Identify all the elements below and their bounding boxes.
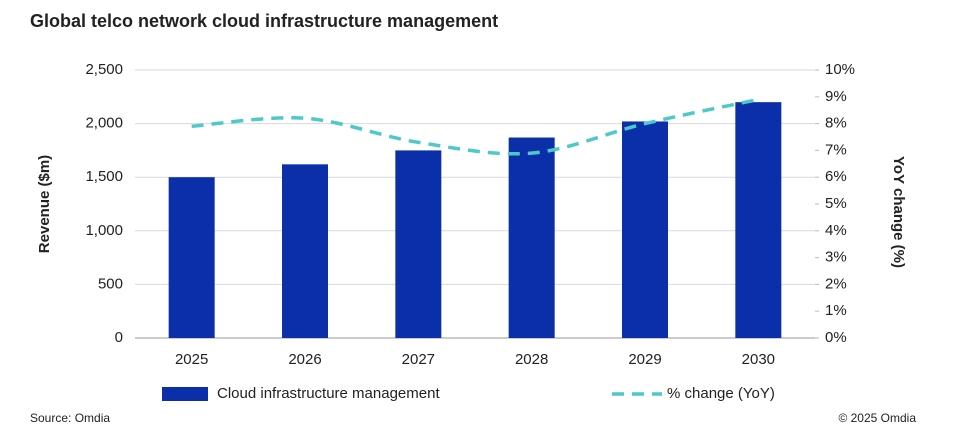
y-tick-label: 2,500 bbox=[85, 61, 123, 78]
y2-tick-label: 2% bbox=[825, 275, 847, 292]
source: Source: Omdia bbox=[30, 411, 110, 425]
y2-tick-label: 9% bbox=[825, 88, 847, 105]
y2-tick-label: 8% bbox=[825, 115, 847, 132]
y-tick-label: 0 bbox=[115, 329, 123, 346]
y2-tick-label: 6% bbox=[825, 168, 847, 185]
x-tick-label: 2026 bbox=[288, 351, 321, 368]
bar bbox=[395, 150, 442, 338]
bar bbox=[735, 102, 782, 338]
bar bbox=[622, 121, 668, 339]
x-tick-label: 2027 bbox=[402, 351, 435, 368]
y2-tick-label: 5% bbox=[825, 195, 847, 212]
x-tick-label: 2029 bbox=[628, 351, 661, 368]
bar bbox=[282, 164, 328, 338]
line bbox=[191, 97, 759, 156]
legend-swatch bbox=[162, 387, 208, 401]
y-axis-title: Revenue ($m) bbox=[36, 155, 53, 253]
bar bbox=[168, 177, 215, 338]
y2-tick-label: 10% bbox=[825, 61, 855, 78]
legend-label: % change (YoY) bbox=[667, 385, 775, 402]
chart-title: Global telco network cloud infrastructur… bbox=[30, 11, 498, 31]
y-tick-label: 500 bbox=[98, 275, 123, 292]
y2-tick-label: 1% bbox=[825, 302, 847, 319]
y2-tick-label: 4% bbox=[825, 222, 847, 239]
x-tick-label: 2028 bbox=[515, 351, 548, 368]
y2-tick-label: 0% bbox=[825, 329, 847, 346]
y2-tick-label: 3% bbox=[825, 249, 847, 266]
x-tick-label: 2030 bbox=[742, 351, 775, 368]
y-tick-label: 2,000 bbox=[85, 115, 123, 132]
copyright: © 2025 Omdia bbox=[838, 411, 916, 425]
y-tick-label: 1,000 bbox=[85, 222, 123, 239]
bar bbox=[508, 137, 555, 338]
y2-axis-title: YoY change (%) bbox=[890, 156, 907, 268]
x-tick-label: 2025 bbox=[175, 351, 208, 368]
y2-tick-label: 7% bbox=[825, 141, 847, 158]
legend-label: Cloud infrastructure management bbox=[217, 385, 440, 402]
y-tick-label: 1,500 bbox=[85, 168, 123, 185]
